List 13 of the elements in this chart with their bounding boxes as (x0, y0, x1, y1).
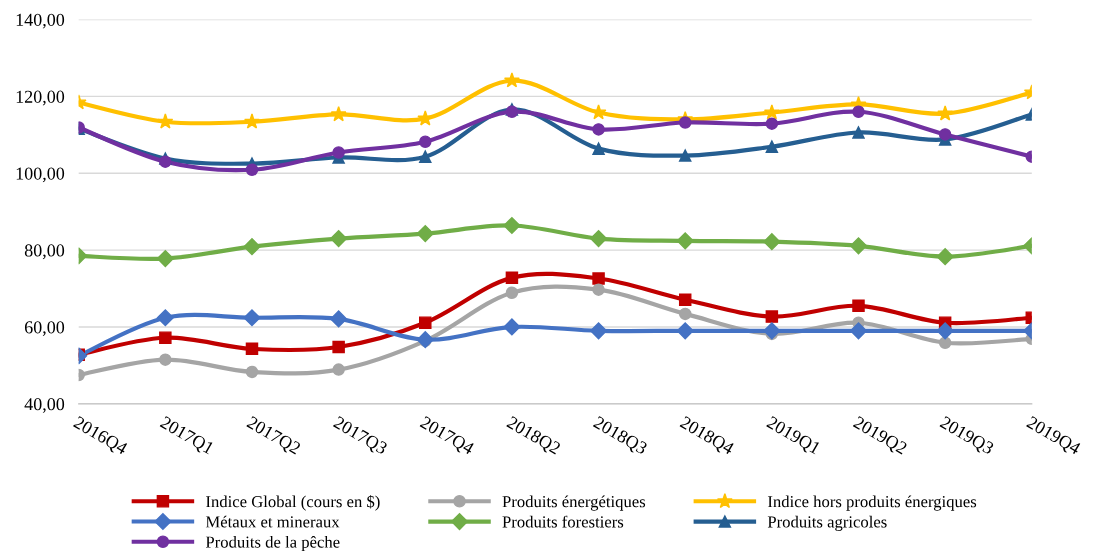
y-tick-label: 60,00 (24, 321, 65, 336)
y-tick-label: 100,00 (16, 167, 65, 183)
y-tick-label: 120,00 (16, 90, 65, 106)
legend-label: Indice hors produits énergiques (767, 495, 977, 511)
legend-label: Métaux et mineraux (205, 515, 340, 528)
legend-label: Produits énergétiques (502, 495, 646, 511)
legend-label: Indice Global (cours en $) (206, 495, 380, 511)
y-tick-label: 80,00 (24, 244, 65, 260)
legend-label: Produits forestiers (502, 515, 624, 528)
legend-label: Produits de la pêche (205, 535, 340, 552)
y-tick-label: 140,00 (16, 13, 65, 29)
y-tick-label: 40,00 (24, 398, 65, 413)
legend-label: Produits agricoles (767, 515, 887, 531)
